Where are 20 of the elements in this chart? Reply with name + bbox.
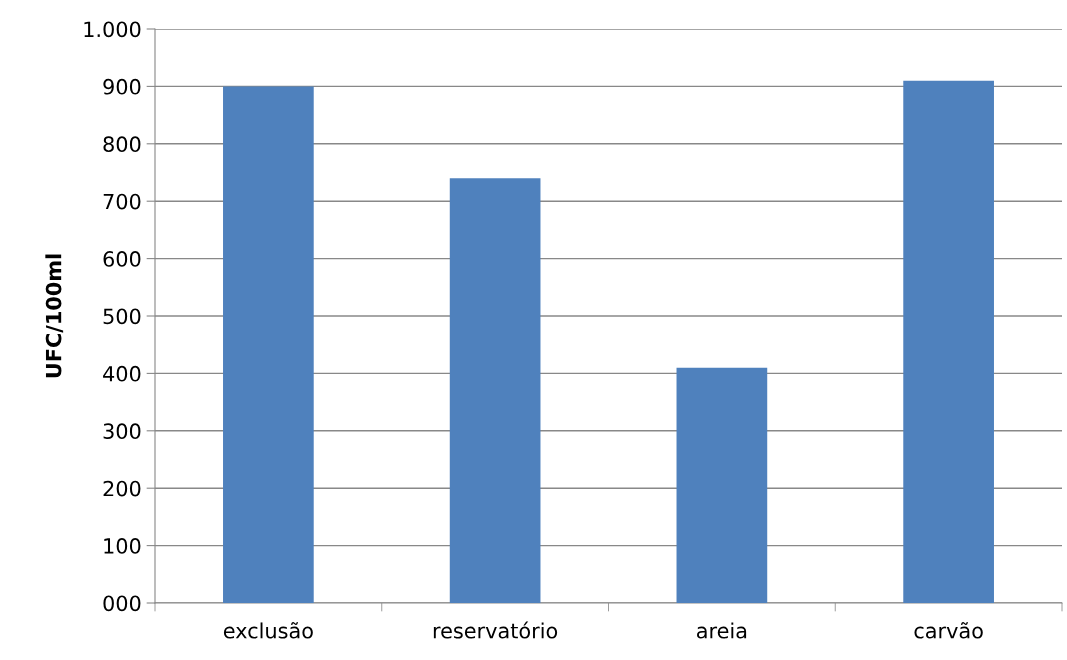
y-tick-label: 900	[103, 78, 141, 95]
y-tick-label: 600	[103, 251, 141, 267]
bar	[676, 367, 768, 603]
y-axis-title: UFC/100ml	[45, 254, 64, 378]
x-tick-label: exclusão	[223, 622, 313, 639]
bar	[223, 86, 314, 603]
bar	[903, 80, 994, 603]
y-tick-label: 400	[103, 365, 141, 382]
y-tick-label: 200	[103, 480, 141, 497]
y-tick-label: 100	[104, 538, 141, 554]
x-tick-label: reservatório	[433, 621, 558, 639]
y-tick-label: 1.000	[84, 21, 141, 38]
bar	[449, 178, 541, 603]
x-tick-label: carvão	[914, 622, 983, 639]
y-tick-label: 800	[103, 136, 141, 153]
y-tick-label: 300	[103, 423, 141, 440]
y-tick-label: 700	[103, 193, 141, 210]
x-tick-label: areia	[697, 622, 747, 639]
y-tick-label: 500	[103, 308, 141, 325]
y-tick-label: 000	[103, 595, 141, 612]
